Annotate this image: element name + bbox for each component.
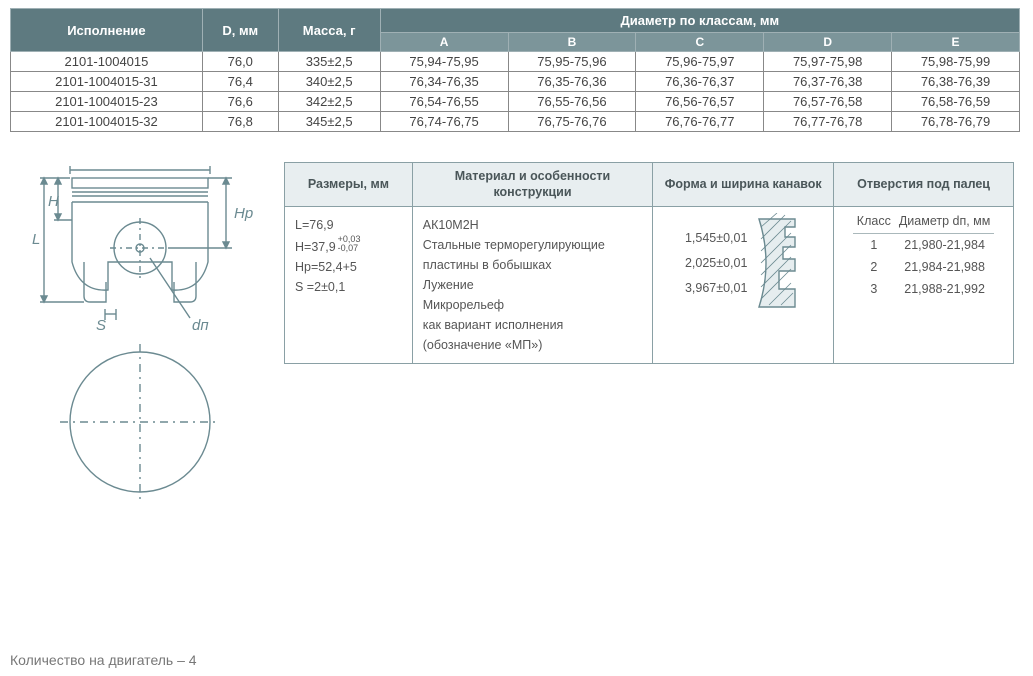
table-row: 2101-100401576,0335±2,575,94-75,9575,95-…: [11, 52, 1020, 72]
groove-icon: [755, 213, 801, 313]
t1-h-e: E: [892, 33, 1020, 52]
t2-material: АК10М2Н Стальные терморегулирующие пласт…: [412, 207, 652, 364]
table-row: 121,980-21,984: [853, 233, 995, 256]
t1-h-a: A: [380, 33, 508, 52]
engine-qty: Количество на двигатель – 4: [10, 652, 1023, 668]
t1-h-exec: Исполнение: [11, 9, 203, 52]
t2-h-groove: Форма и ширина канавок: [653, 163, 834, 207]
table-row: 2101-1004015-2376,6342±2,576,54-76,5576,…: [11, 92, 1020, 112]
t1-h-d: D, мм: [202, 9, 278, 52]
t1-h-mass: Масса, г: [278, 9, 380, 52]
piston-details-table: Размеры, мм Материал и особенности конст…: [284, 162, 1014, 364]
piston-drawing: L H Hp S dп: [10, 162, 260, 502]
table-row: 2101-1004015-3276,8345±2,576,74-76,7576,…: [11, 112, 1020, 132]
t1-h-dcl: D: [764, 33, 892, 52]
table-row: 321,988-21,992: [853, 278, 995, 300]
t2-grooves: 1,545±0,01 2,025±0,01 3,967±0,01: [653, 207, 834, 364]
t2-pin: Класс Диаметр dп, мм 121,980-21,984221,9…: [834, 207, 1014, 364]
table-row: 221,984-21,988: [853, 256, 995, 278]
t2-h-pin: Отверстия под палец: [834, 163, 1014, 207]
drw-h: H: [48, 193, 59, 210]
t2-dims: L=76,9 H=37,9+0,03-0,07 Hp=52,4+5 S =2±0…: [285, 207, 413, 364]
drw-dn: dп: [192, 317, 209, 334]
table-row: 2101-1004015-3176,4340±2,576,34-76,3576,…: [11, 72, 1020, 92]
t1-h-b: B: [508, 33, 636, 52]
t2-h-dims: Размеры, мм: [285, 163, 413, 207]
drw-hp: Hp: [234, 205, 253, 222]
piston-class-table: Исполнение D, мм Масса, г Диаметр по кла…: [10, 8, 1020, 132]
drw-s: S: [96, 317, 106, 334]
t1-h-c: C: [636, 33, 764, 52]
t2-h-mat: Материал и особенности конструкции: [412, 163, 652, 207]
drw-l: L: [32, 231, 40, 248]
t1-h-group: Диаметр по классам, мм: [380, 9, 1019, 33]
